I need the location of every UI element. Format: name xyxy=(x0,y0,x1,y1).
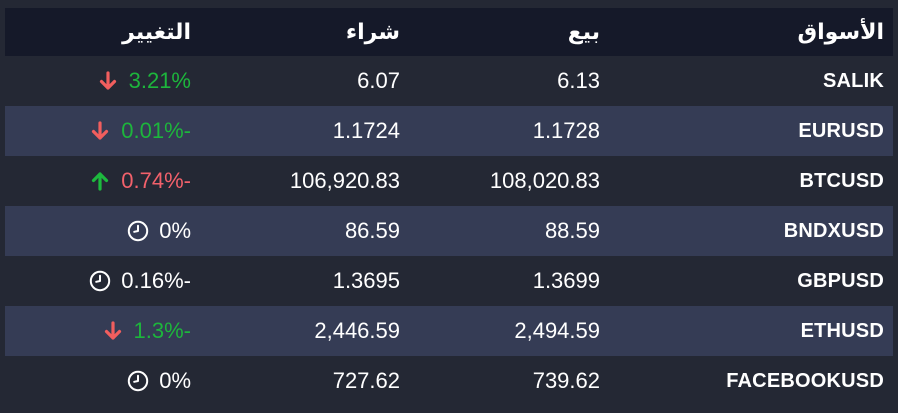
sell-price: 1.1728 xyxy=(532,118,600,143)
market-symbol: EURUSD xyxy=(798,119,884,142)
market-row[interactable]: GBPUSD 1.3699 1.3695 0.16%- xyxy=(5,256,893,306)
arrow-up-icon xyxy=(88,169,112,193)
table-body: SALIK 6.13 6.07 3.21% EURUSD xyxy=(5,56,893,406)
buy-price: 106,920.83 xyxy=(289,168,400,193)
change-cell: 0.01%- xyxy=(5,118,205,144)
column-header-change: التغيير xyxy=(122,19,191,44)
market-symbol: BNDXUSD xyxy=(783,219,884,242)
change-cell: 3.21% xyxy=(5,68,205,94)
market-symbol: ETHUSD xyxy=(800,319,884,342)
change-value: 0.74%- xyxy=(121,168,191,193)
market-symbol: SALIK xyxy=(823,69,884,92)
change-value: 0% xyxy=(159,218,191,243)
table-header: الأسواق بيع شراء التغيير xyxy=(5,8,893,56)
arrow-down-icon xyxy=(101,319,125,343)
clock-icon xyxy=(126,219,150,243)
clock-icon xyxy=(88,269,112,293)
sell-price: 88.59 xyxy=(544,218,600,243)
arrow-down-icon xyxy=(96,69,120,93)
change-value: 0% xyxy=(159,368,191,393)
buy-price: 1.1724 xyxy=(332,118,400,143)
buy-price: 1.3695 xyxy=(332,268,400,293)
market-symbol: GBPUSD xyxy=(797,269,884,292)
market-row[interactable]: ETHUSD 2,494.59 2,446.59 1.3%- xyxy=(5,306,893,356)
change-value: 0.01%- xyxy=(121,118,191,143)
change-value: 0.16%- xyxy=(121,268,191,293)
buy-price: 6.07 xyxy=(357,68,400,93)
sell-price: 2,494.59 xyxy=(514,318,600,343)
market-symbol: BTCUSD xyxy=(799,169,884,192)
sell-price: 6.13 xyxy=(557,68,600,93)
buy-price: 86.59 xyxy=(344,218,400,243)
change-value: 3.21% xyxy=(128,68,191,93)
buy-price: 727.62 xyxy=(332,368,400,393)
market-row[interactable]: BNDXUSD 88.59 86.59 0% xyxy=(5,206,893,256)
market-row[interactable]: SALIK 6.13 6.07 3.21% xyxy=(5,56,893,106)
sell-price: 1.3699 xyxy=(532,268,600,293)
change-cell: 0.16%- xyxy=(5,268,205,294)
market-row[interactable]: FACEBOOKUSD 739.62 727.62 0% xyxy=(5,356,893,406)
market-row[interactable]: EURUSD 1.1728 1.1724 0.01%- xyxy=(5,106,893,156)
market-symbol: FACEBOOKUSD xyxy=(726,369,884,392)
clock-icon xyxy=(126,369,150,393)
column-header-sell: بيع xyxy=(567,19,600,44)
change-value: 1.3%- xyxy=(133,318,191,343)
buy-price: 2,446.59 xyxy=(314,318,400,343)
change-cell: 0.74%- xyxy=(5,168,205,194)
sell-price: 739.62 xyxy=(532,368,600,393)
market-row[interactable]: BTCUSD 108,020.83 106,920.83 0.74%- xyxy=(5,156,893,206)
column-header-buy: شراء xyxy=(345,19,400,44)
column-header-markets: الأسواق xyxy=(797,19,884,44)
change-cell: 1.3%- xyxy=(5,318,205,344)
arrow-down-icon xyxy=(88,119,112,143)
change-cell: 0% xyxy=(5,368,205,394)
sell-price: 108,020.83 xyxy=(489,168,600,193)
change-cell: 0% xyxy=(5,218,205,244)
